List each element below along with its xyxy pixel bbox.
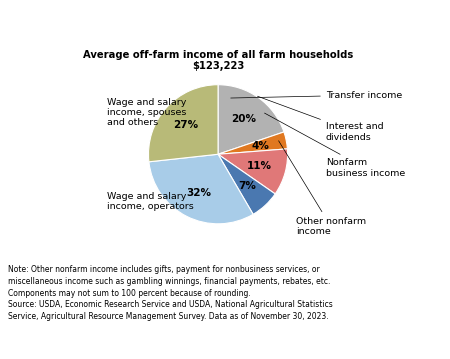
Text: 27%: 27%: [173, 121, 198, 130]
Wedge shape: [218, 149, 288, 194]
Text: Nonfarm
business income: Nonfarm business income: [265, 113, 405, 178]
Text: 7%: 7%: [238, 181, 256, 191]
Wedge shape: [149, 154, 253, 224]
Text: Farm household sources of off-farm income, 2022: Farm household sources of off-farm incom…: [6, 13, 336, 26]
Wedge shape: [148, 85, 218, 162]
Wedge shape: [218, 154, 275, 214]
Text: Interest and
dividends: Interest and dividends: [257, 96, 383, 142]
Text: Note: Other nonfarm income includes gifts, payment for nonbusiness services, or
: Note: Other nonfarm income includes gift…: [8, 265, 333, 321]
Wedge shape: [218, 132, 288, 154]
Text: Other nonfarm
income: Other nonfarm income: [279, 141, 366, 236]
Text: 11%: 11%: [247, 160, 272, 171]
Text: Average off-farm income of all farm households: Average off-farm income of all farm hous…: [83, 51, 353, 60]
Text: 32%: 32%: [186, 188, 211, 198]
Text: Transfer income: Transfer income: [231, 90, 402, 100]
Text: $123,223: $123,223: [192, 61, 244, 71]
Text: 20%: 20%: [231, 114, 256, 124]
Text: 4%: 4%: [252, 141, 269, 150]
Text: Wage and salary
income, spouses
and others: Wage and salary income, spouses and othe…: [107, 98, 186, 127]
Text: Wage and salary
income, operators: Wage and salary income, operators: [107, 192, 194, 211]
Wedge shape: [218, 85, 284, 154]
